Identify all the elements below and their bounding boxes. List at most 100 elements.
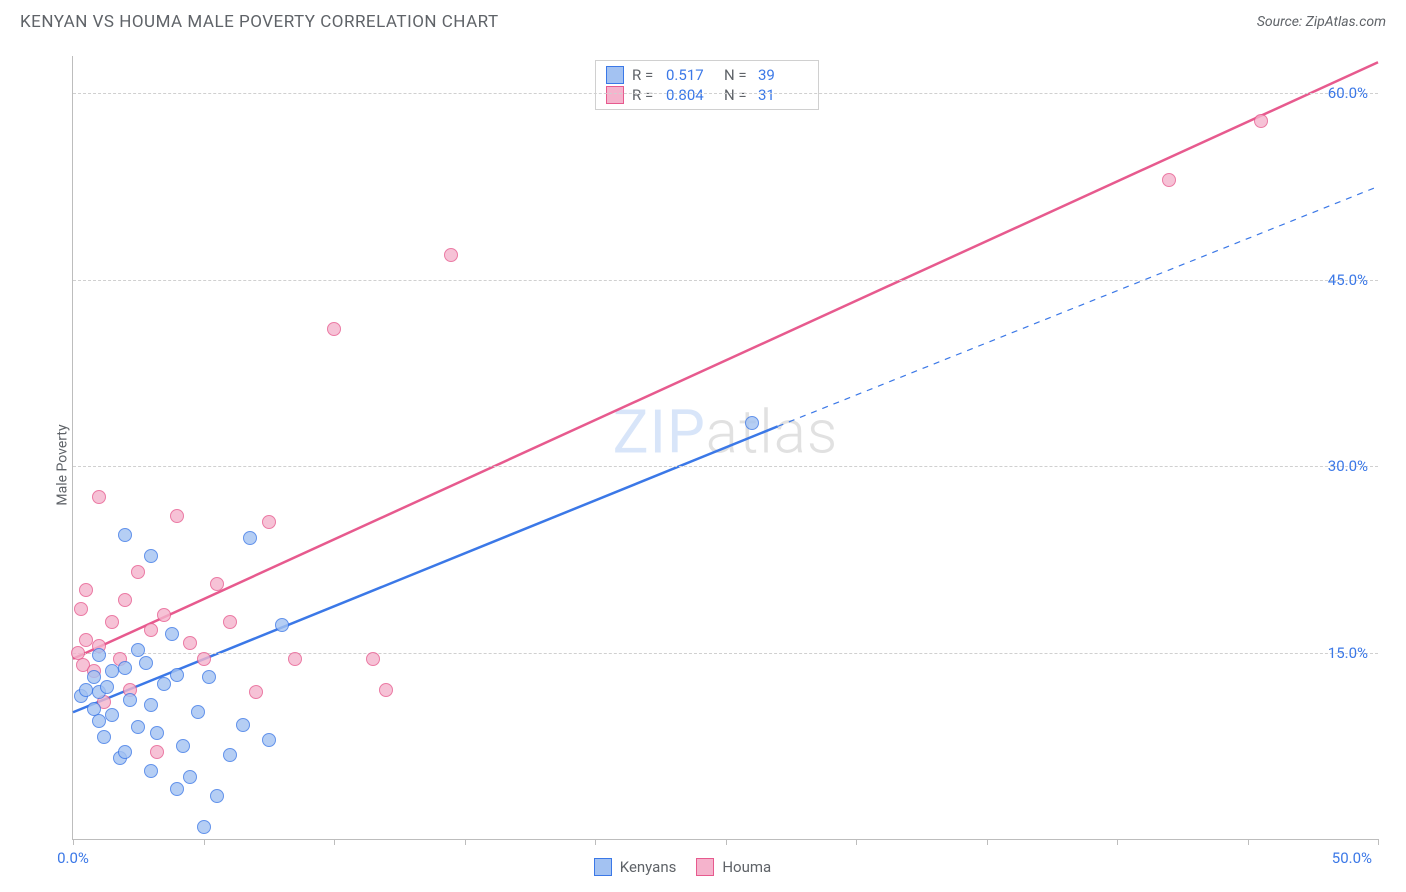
x-tick-label: 50.0% <box>1332 849 1372 867</box>
data-point <box>123 693 137 707</box>
data-point <box>243 531 257 545</box>
regression-line <box>73 62 1378 659</box>
legend-label: Kenyans <box>620 858 677 876</box>
legend-stat-label: R = <box>632 86 658 104</box>
data-point <box>170 509 184 523</box>
data-point <box>191 705 205 719</box>
data-point <box>105 708 119 722</box>
regression-lines-layer <box>73 56 1378 839</box>
legend-stat-label: R = <box>632 66 658 84</box>
data-point <box>249 685 263 699</box>
legend-stat-label: N = <box>724 86 750 104</box>
legend-label: Houma <box>722 858 771 876</box>
data-point <box>262 733 276 747</box>
data-point <box>144 764 158 778</box>
data-point <box>118 745 132 759</box>
legend-swatch <box>696 858 714 876</box>
data-point <box>1254 114 1268 128</box>
data-point <box>444 248 458 262</box>
x-tick-minor <box>334 839 335 845</box>
data-point <box>288 652 302 666</box>
data-point <box>92 490 106 504</box>
x-tick-minor <box>73 839 74 845</box>
data-point <box>79 583 93 597</box>
data-point <box>176 739 190 753</box>
y-tick-label: 15.0% <box>1328 644 1368 662</box>
x-tick-minor <box>1248 839 1249 845</box>
x-tick-minor <box>987 839 988 845</box>
data-point <box>157 608 171 622</box>
data-point <box>118 593 132 607</box>
regression-line <box>778 187 1378 427</box>
data-point <box>92 648 106 662</box>
data-point <box>197 820 211 834</box>
legend-row: R = 0.517 N = 39 <box>606 65 808 85</box>
legend-item: Kenyans <box>594 858 677 876</box>
chart-container: Male Poverty ZIPatlas R =0.517N =39R =0.… <box>20 48 1386 882</box>
data-point <box>150 745 164 759</box>
data-point <box>100 680 114 694</box>
data-point <box>79 633 93 647</box>
data-point <box>150 726 164 740</box>
data-point <box>118 528 132 542</box>
legend-r-value: 0.517 <box>666 66 716 84</box>
x-tick-minor <box>1117 839 1118 845</box>
x-tick-minor <box>856 839 857 845</box>
data-point <box>87 670 101 684</box>
data-point <box>223 615 237 629</box>
data-point <box>157 677 171 691</box>
x-tick-minor <box>726 839 727 845</box>
legend-stat-label: N = <box>724 66 750 84</box>
data-point <box>131 565 145 579</box>
source-attribution: Source: ZipAtlas.com <box>1257 14 1386 30</box>
gridline-h <box>73 93 1378 94</box>
data-point <box>223 748 237 762</box>
legend-item: Houma <box>696 858 771 876</box>
data-point <box>170 782 184 796</box>
y-tick-label: 60.0% <box>1328 84 1368 102</box>
data-point <box>210 577 224 591</box>
data-point <box>74 602 88 616</box>
data-point <box>275 618 289 632</box>
data-point <box>118 661 132 675</box>
series-legend: Kenyans Houma <box>594 858 771 876</box>
data-point <box>144 623 158 637</box>
data-point <box>92 714 106 728</box>
data-point <box>379 683 393 697</box>
y-tick-label: 45.0% <box>1328 271 1368 289</box>
data-point <box>262 515 276 529</box>
legend-swatch <box>606 66 624 84</box>
gridline-h <box>73 280 1378 281</box>
legend-r-value: 0.804 <box>666 86 716 104</box>
y-tick-label: 30.0% <box>1328 457 1368 475</box>
data-point <box>170 668 184 682</box>
data-point <box>183 770 197 784</box>
legend-n-value: 31 <box>758 86 808 104</box>
legend-row: R = 0.804 N = 31 <box>606 85 808 105</box>
data-point <box>144 698 158 712</box>
correlation-legend: R = 0.517 N = 39 R = 0.804 N = 31 <box>595 60 819 110</box>
data-point <box>131 720 145 734</box>
data-point <box>202 670 216 684</box>
x-tick-label: 0.0% <box>57 849 89 867</box>
legend-swatch <box>606 86 624 104</box>
x-tick-minor <box>1378 839 1379 845</box>
x-tick-minor <box>595 839 596 845</box>
data-point <box>197 652 211 666</box>
legend-n-value: 39 <box>758 66 808 84</box>
x-tick-minor <box>465 839 466 845</box>
data-point <box>183 636 197 650</box>
data-point <box>144 549 158 563</box>
data-point <box>1162 173 1176 187</box>
data-point <box>210 789 224 803</box>
gridline-h <box>73 653 1378 654</box>
data-point <box>105 615 119 629</box>
x-tick-minor <box>204 839 205 845</box>
gridline-h <box>73 466 1378 467</box>
chart-title: KENYAN VS HOUMA MALE POVERTY CORRELATION… <box>20 12 499 32</box>
legend-swatch <box>594 858 612 876</box>
data-point <box>165 627 179 641</box>
data-point <box>236 718 250 732</box>
plot-area: ZIPatlas R =0.517N =39R =0.804N =31 15.0… <box>72 56 1378 840</box>
y-axis-label: Male Poverty <box>55 424 71 505</box>
